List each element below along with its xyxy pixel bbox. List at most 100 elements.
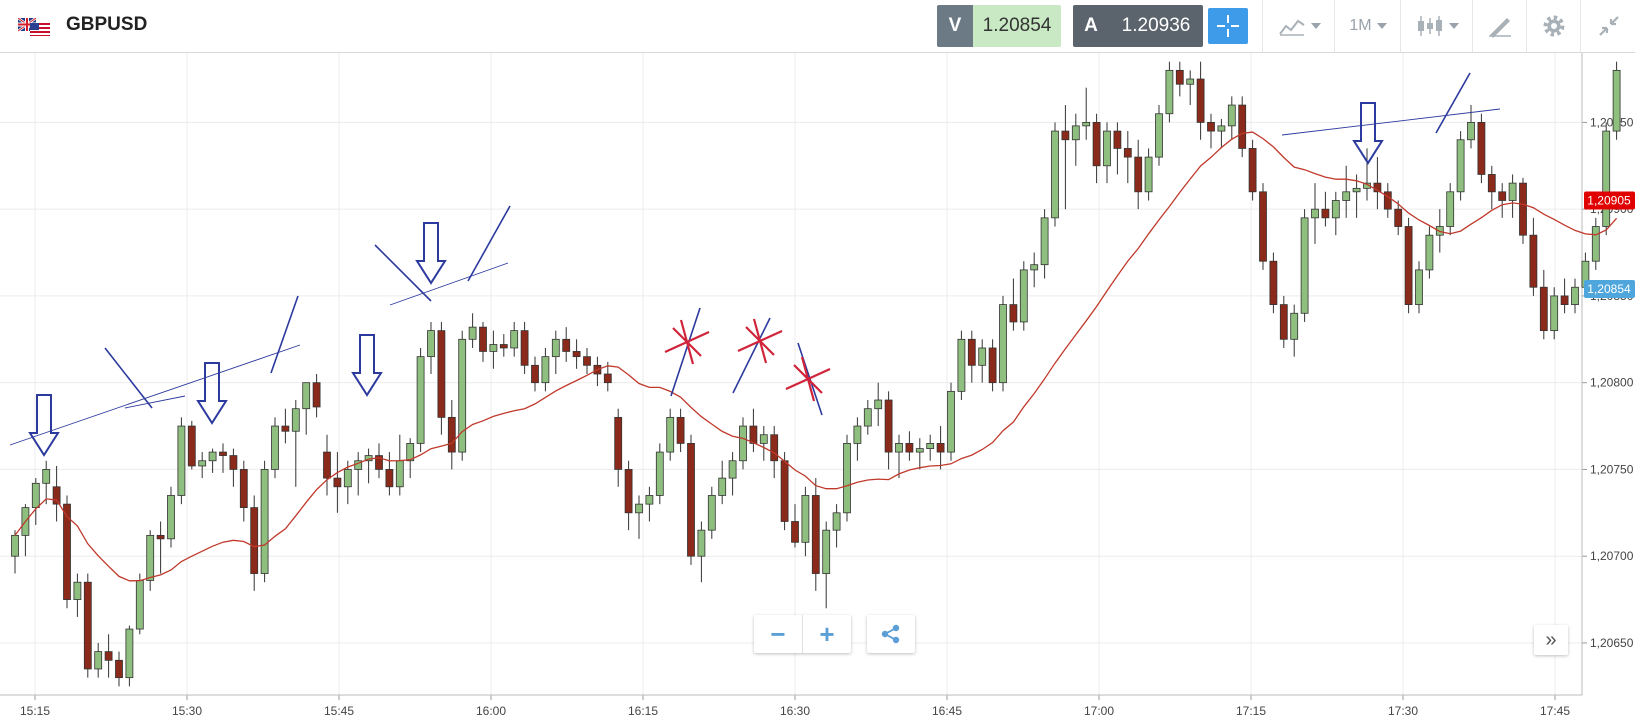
candle-body	[208, 451, 217, 462]
candle-body	[895, 443, 903, 453]
candle-body	[1560, 295, 1569, 305]
x-tick-label: 17:00	[1084, 704, 1114, 718]
candle-body	[281, 425, 290, 432]
candle-body	[1467, 122, 1475, 141]
y-tick-label: 1,20650	[1590, 636, 1634, 650]
candle-body	[583, 356, 591, 366]
x-tick-label: 16:45	[932, 704, 962, 718]
timeframe-button[interactable]: 1M	[1334, 0, 1401, 52]
price-tag	[1584, 279, 1635, 298]
symbol-name: GBPUSD	[66, 14, 148, 35]
candle-body	[967, 338, 976, 366]
buy-price: 1.20936	[1109, 5, 1203, 47]
candle-body	[135, 580, 144, 630]
share-button[interactable]	[867, 615, 915, 653]
candle-body	[874, 399, 883, 410]
scroll-to-latest-button[interactable]: »	[1534, 625, 1568, 655]
sell-quote-button[interactable]: V 1.20854	[937, 5, 1061, 47]
trendline	[389, 262, 509, 306]
zoom-in-button[interactable]: +	[819, 618, 835, 649]
candle-body	[156, 534, 165, 540]
candle-body	[1571, 286, 1579, 305]
candle-body	[1550, 295, 1559, 332]
candle-body	[1352, 187, 1361, 193]
buy-quote-button[interactable]: A 1.20936	[1073, 5, 1203, 47]
candle-body	[115, 659, 123, 679]
candle-body	[562, 338, 571, 352]
candle-body	[1477, 122, 1486, 175]
candle-body	[1082, 122, 1091, 127]
candle-body	[822, 529, 831, 574]
candle-body	[1071, 125, 1080, 141]
candle-body	[427, 330, 435, 358]
annotation-stroke	[1435, 72, 1471, 134]
x-tick-label: 16:30	[780, 704, 810, 718]
candle-body	[1092, 122, 1101, 167]
candle-body	[832, 512, 841, 531]
annotation-down-arrow	[1352, 102, 1384, 165]
candle-body	[1217, 125, 1226, 132]
x-tick-label: 17:30	[1388, 704, 1418, 718]
candle-body	[1196, 78, 1205, 123]
candle-body	[884, 399, 893, 453]
timeframe-label: 1M	[1349, 17, 1372, 34]
candle-body	[83, 581, 92, 670]
candle-body	[104, 651, 113, 661]
collapse-icon	[1598, 16, 1619, 36]
candle-body	[458, 338, 467, 453]
chart-type-button[interactable]	[1262, 0, 1335, 52]
x-tick-label: 16:15	[628, 704, 658, 718]
y-tick-label: 1,20950	[1590, 115, 1634, 129]
candle-body	[1238, 104, 1247, 149]
candle-body	[343, 469, 352, 488]
candle-body	[687, 443, 695, 557]
candle-body	[1186, 78, 1195, 85]
candle-body	[1051, 130, 1059, 219]
candle-body	[31, 482, 40, 509]
draw-button[interactable]	[1472, 0, 1527, 52]
price-chart[interactable]: 15:15 15:30 15:45 16:00 16:15 16:30 16:45 17:00…	[0, 53, 1635, 725]
y-tick-label: 1,20750	[1590, 462, 1634, 476]
gear-icon	[1543, 15, 1565, 37]
candle-body	[749, 425, 758, 444]
candle-body	[1519, 182, 1527, 236]
candle-body	[645, 495, 654, 505]
candle-body	[219, 451, 227, 456]
candle-body	[1279, 304, 1288, 340]
candle-body	[541, 356, 550, 384]
candle-body	[905, 443, 914, 453]
candle-body	[499, 344, 508, 349]
candle-body	[375, 455, 383, 470]
candle-body	[843, 443, 851, 514]
candle-body	[250, 507, 259, 574]
candle-body	[936, 443, 945, 453]
candle-body	[614, 416, 623, 470]
candle-body	[94, 651, 103, 670]
price-tag-label: 1,20905	[1587, 193, 1631, 207]
candle-body	[302, 382, 311, 410]
candle-body	[791, 521, 799, 543]
candle-body	[1383, 191, 1392, 210]
trendline	[1281, 108, 1501, 136]
settings-button[interactable]	[1526, 0, 1581, 52]
candle-body	[1113, 130, 1122, 149]
candle-body	[1134, 156, 1143, 193]
candle-body	[531, 364, 539, 384]
candle-body	[697, 529, 706, 557]
y-tick-label: 1,20800	[1590, 376, 1634, 390]
candle-body	[718, 477, 727, 496]
annotation-stroke	[732, 317, 771, 394]
annotation-x-mark	[664, 319, 710, 365]
candle-body	[187, 425, 196, 467]
sell-label: V	[937, 5, 973, 47]
zoom-out-button[interactable]: −	[754, 615, 803, 653]
collapse-button[interactable]	[1580, 0, 1635, 52]
crosshair-button[interactable]	[1208, 8, 1248, 44]
candle-body	[11, 534, 19, 557]
candle-body	[957, 338, 966, 392]
candle-body	[42, 469, 51, 484]
candlestick-button[interactable]	[1400, 0, 1473, 52]
price-tag	[1584, 191, 1635, 210]
candle-body	[1342, 191, 1351, 201]
candle-body	[759, 434, 768, 444]
